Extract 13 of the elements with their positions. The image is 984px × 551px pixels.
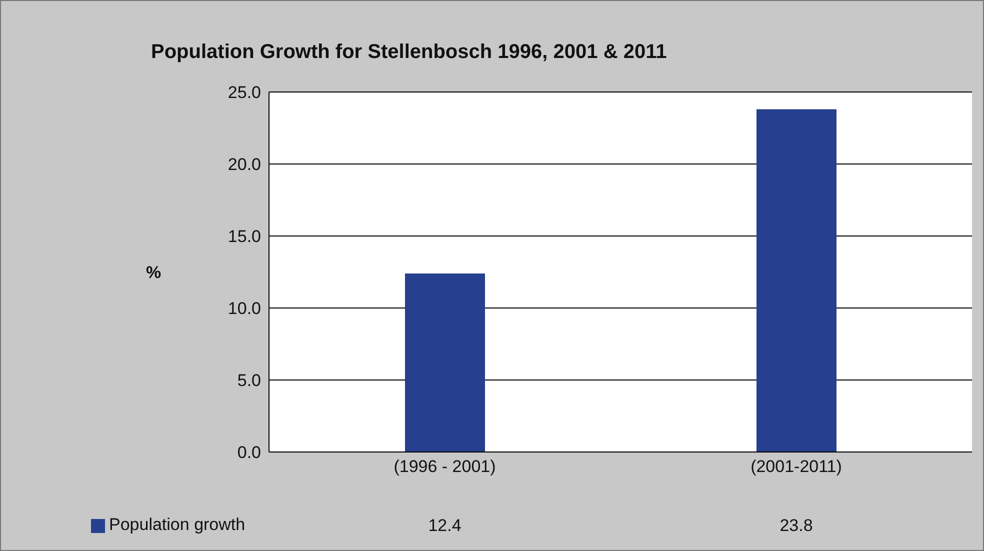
- y-tick-label: 10.0: [228, 299, 261, 318]
- legend-label: Population growth: [109, 515, 246, 534]
- y-tick-label: 0.0: [237, 443, 261, 462]
- x-tick-label: (1996 - 2001): [394, 457, 496, 476]
- y-tick-label: 25.0: [228, 83, 261, 102]
- chart-title: Population Growth for Stellenbosch 1996, 2001 & 2011: [151, 41, 667, 64]
- y-tick-label: 5.0: [237, 371, 261, 390]
- x-tick-label: (2001-2011): [750, 457, 842, 476]
- y-axis-title: %: [146, 263, 162, 282]
- data-label: 12.4: [427, 516, 462, 536]
- data-label: 23.8: [778, 516, 814, 536]
- y-tick-label: 20.0: [228, 155, 261, 174]
- y-tick-label: 15.0: [228, 227, 261, 246]
